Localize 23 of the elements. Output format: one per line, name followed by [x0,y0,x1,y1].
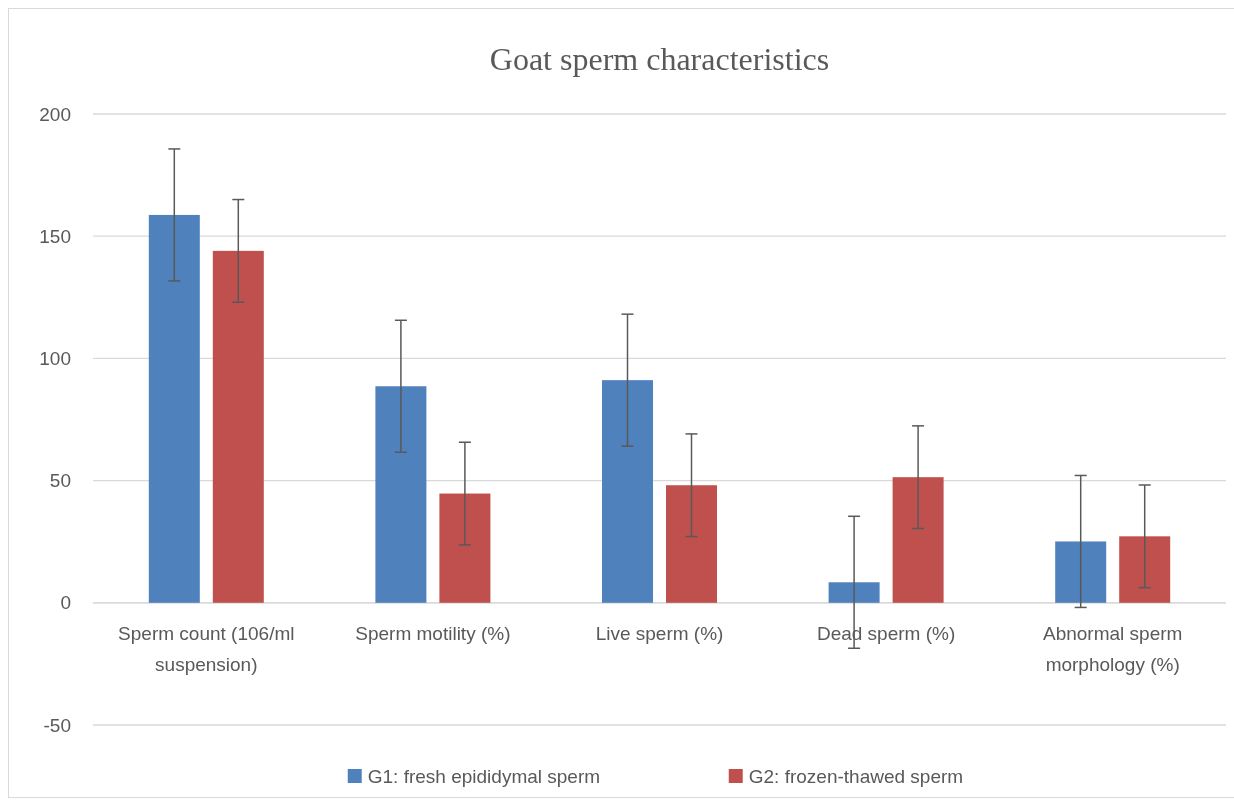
bar [1055,541,1107,603]
legend-label: G2: frozen-thawed sperm [748,765,964,787]
x-tick-label: Abnormal sperm morphology (%) [1043,622,1183,675]
legend-label: G1: fresh epididymal sperm [367,765,601,787]
bar [1119,536,1171,603]
bar [439,493,491,603]
y-tick-label: 100 [39,348,71,370]
y-tick-label: 200 [39,103,71,125]
y-tick-label: 150 [39,225,71,247]
bar [602,380,653,603]
bar [892,477,944,603]
chart-title: Goat sperm characteristics [489,41,830,77]
bar [828,582,880,603]
bar [212,250,264,603]
y-tick-label: -50 [43,714,71,736]
x-tick-label: Sperm count (106/ml suspension) [118,622,295,675]
bar [375,386,427,603]
x-tick-label: Sperm motility (%) [355,622,511,644]
x-tick-label: Live sperm (%) [595,622,724,644]
bar [148,214,200,603]
bar [666,485,717,603]
y-tick-label: 0 [60,592,71,614]
y-tick-label: 50 [49,470,71,492]
